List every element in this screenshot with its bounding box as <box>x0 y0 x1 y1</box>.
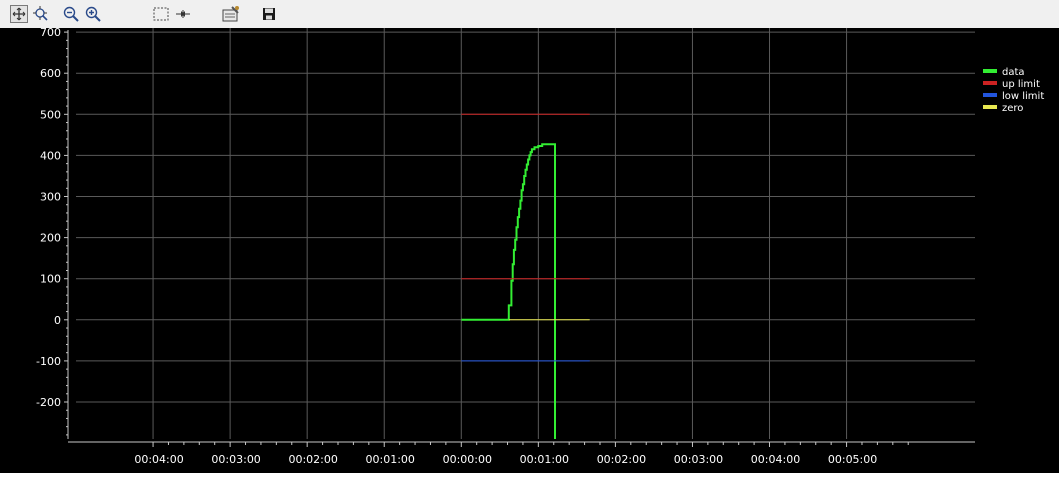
series-layer <box>461 113 590 439</box>
x-tick-label: 00:04:00 <box>134 453 183 466</box>
y-tick-label: 0 <box>54 314 61 327</box>
select-rectangle-icon[interactable] <box>152 5 170 23</box>
y-tick-label: -100 <box>36 355 61 368</box>
y-tick-label: -200 <box>36 396 61 409</box>
series-line-data <box>461 143 556 439</box>
legend-label: low limit <box>1002 91 1044 102</box>
x-tick-label: 00:01:00 <box>520 453 569 466</box>
y-axis: 700 600 500 400 300 200 100 0 -100 -200 <box>36 26 69 439</box>
y-tick-label: 200 <box>40 232 61 245</box>
legend-label: zero <box>1002 103 1023 114</box>
y-tick-label: 700 <box>40 28 61 39</box>
x-tick-label: 00:03:00 <box>211 453 260 466</box>
legend-swatch <box>983 69 997 73</box>
save-icon[interactable] <box>260 5 278 23</box>
legend-swatch <box>983 93 997 97</box>
y-tick-label: 300 <box>40 191 61 204</box>
zoom-out-icon[interactable] <box>62 5 80 23</box>
legend-label: data <box>1002 67 1025 78</box>
y-tick-label: 400 <box>40 149 61 162</box>
x-tick-label: 00:05:00 <box>828 453 877 466</box>
zoom-in-icon[interactable] <box>84 5 102 23</box>
legend-label: up limit <box>1002 79 1040 90</box>
x-tick-label: 00:01:00 <box>366 453 415 466</box>
chart-toolbar <box>0 0 1059 28</box>
x-axis: 00:04:00 00:03:00 00:02:00 00:01:00 00:00:00… <box>68 441 975 466</box>
fit-icon[interactable] <box>174 5 192 23</box>
x-tick-label: 00:04:00 <box>751 453 800 466</box>
x-tick-label: 00:02:00 <box>288 453 337 466</box>
properties-icon[interactable] <box>222 5 240 23</box>
x-tick-label: 00:03:00 <box>674 453 723 466</box>
y-tick-label: 100 <box>40 273 61 286</box>
y-tick-label: 600 <box>40 67 61 80</box>
chart-area[interactable]: 700 600 500 400 300 200 100 0 -100 -200 00:04:00 0… <box>0 26 1059 473</box>
zoom-area-icon[interactable] <box>32 5 50 23</box>
x-tick-label: 00:00:00 <box>443 453 492 466</box>
legend-swatch <box>983 105 997 109</box>
grid-lines <box>76 28 975 439</box>
pan-icon[interactable] <box>10 5 28 23</box>
y-tick-label: 500 <box>40 108 61 121</box>
x-tick-label: 00:02:00 <box>597 453 646 466</box>
legend-swatch <box>983 81 997 85</box>
